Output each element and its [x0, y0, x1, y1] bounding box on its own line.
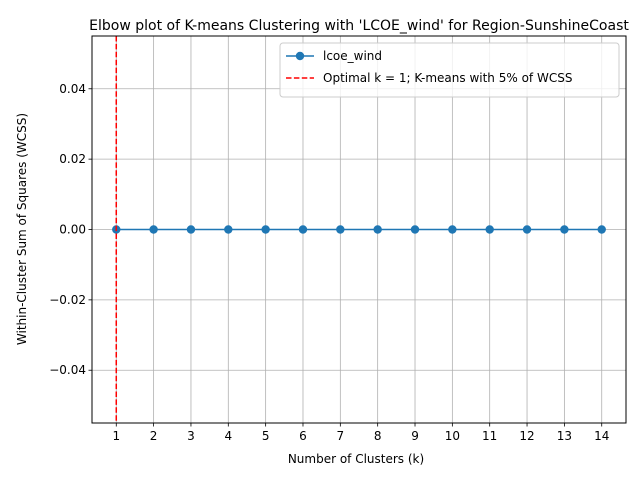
y-axis-label: Within-Cluster Sum of Squares (WCSS)	[15, 113, 29, 345]
x-tick-label: 5	[262, 429, 270, 443]
data-point	[410, 225, 420, 234]
data-point	[186, 225, 196, 234]
x-tick-label: 14	[594, 429, 609, 443]
x-tick-label: 2	[150, 429, 158, 443]
data-point	[336, 225, 345, 234]
legend-entry-series: lcoe_wind	[323, 49, 382, 63]
chart-title: Elbow plot of K-means Clustering with 'L…	[89, 18, 629, 34]
legend-entry-optimal-k: Optimal k = 1; K-means with 5% of WCSS	[323, 71, 572, 85]
data-point	[373, 225, 382, 234]
x-tick-label: 3	[187, 429, 195, 443]
data-point	[224, 225, 233, 234]
x-tick-label: 9	[411, 429, 419, 443]
data-point	[485, 225, 494, 234]
y-tick-label: −0.04	[49, 363, 86, 377]
plot-area	[112, 36, 606, 423]
x-tick-label: 1	[112, 429, 120, 443]
y-tick-label: 0.04	[59, 82, 86, 96]
y-tick-label: 0.02	[59, 152, 86, 166]
data-point	[261, 225, 270, 234]
x-tick-label: 11	[482, 429, 497, 443]
legend-frame	[279, 42, 620, 98]
x-tick-label: 6	[299, 429, 307, 443]
x-axis-label: Number of Clusters (k)	[288, 452, 424, 466]
x-tick-label: 7	[337, 429, 345, 443]
data-point	[298, 225, 308, 234]
data-point	[149, 225, 158, 234]
data-point	[448, 225, 457, 234]
data-point	[522, 225, 532, 234]
data-point	[597, 225, 606, 234]
data-point	[560, 225, 569, 234]
y-axis-ticks: −0.04 −0.02 0.00 0.02 0.04	[49, 82, 92, 377]
legend-marker-sample	[295, 51, 305, 61]
x-tick-label: 13	[557, 429, 572, 443]
y-tick-label: −0.02	[49, 293, 86, 307]
x-tick-label: 12	[519, 429, 534, 443]
legend: lcoe_wind Optimal k = 1; K-means with 5%…	[279, 42, 620, 98]
y-tick-label: 0.00	[59, 223, 86, 237]
x-axis-ticks: 1 2 3 4 5 6 7 8 9 10 11 12 13 14	[112, 423, 609, 443]
x-tick-label: 10	[445, 429, 460, 443]
x-tick-label: 8	[374, 429, 382, 443]
x-tick-label: 4	[224, 429, 232, 443]
